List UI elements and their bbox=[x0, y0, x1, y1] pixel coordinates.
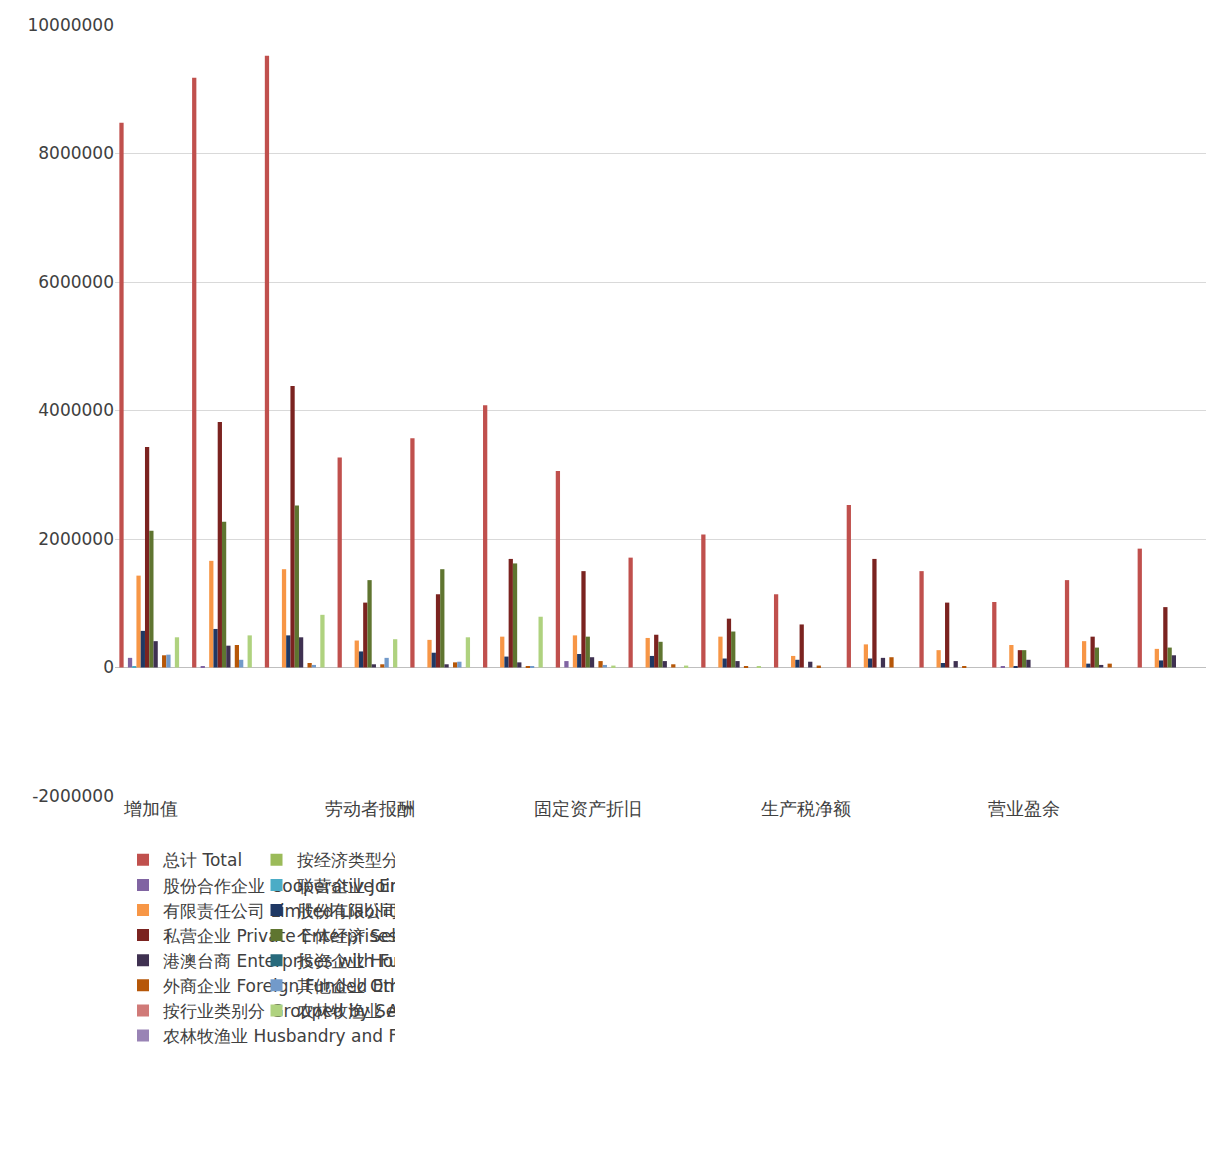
svg-text:其他企业 Other Enterprises: 其他企业 Other Enterprises bbox=[297, 976, 395, 996]
svg-text:投资企业 Hong Kong, Macao and Taiw: 投资企业 Hong Kong, Macao and Taiwan bbox=[296, 951, 395, 971]
svg-text:生产税净额: 生产税净额 bbox=[761, 798, 851, 819]
svg-text:个体经济 Self-employed Individual: 个体经济 Self-employed Individual Economy bbox=[297, 926, 395, 946]
svg-text:8000000: 8000000 bbox=[38, 143, 114, 163]
svg-text:2000000: 2000000 bbox=[38, 529, 114, 549]
svg-text:10000000: 10000000 bbox=[27, 15, 114, 35]
svg-text:-2000000: -2000000 bbox=[32, 786, 114, 806]
svg-text:6000000: 6000000 bbox=[38, 272, 114, 292]
svg-text:股份有限公司 Share-holding Corporati: 股份有限公司 Share-holding Corporations Limite… bbox=[297, 901, 395, 921]
svg-text:农林牧渔业 Agriculture,Forestry,Ani: 农林牧渔业 Agriculture,Forestry,Animal bbox=[297, 1001, 395, 1021]
svg-text:增加值: 增加值 bbox=[123, 798, 178, 819]
svg-text:总计 Total: 总计 Total bbox=[162, 850, 242, 870]
svg-text:按经济类型分 By Economic Type Groups: 按经济类型分 By Economic Type Groups bbox=[297, 850, 395, 870]
svg-text:联营企业 Joint Ownership Enterpris: 联营企业 Joint Ownership Enterprises bbox=[297, 876, 395, 896]
svg-text:固定资产折旧: 固定资产折旧 bbox=[534, 798, 642, 819]
svg-text:农林牧渔业 Husbandry and Fishery: 农林牧渔业 Husbandry and Fishery bbox=[163, 1026, 395, 1046]
svg-text:劳动者报酬: 劳动者报酬 bbox=[325, 798, 415, 819]
svg-text:0: 0 bbox=[103, 657, 114, 677]
svg-text:4000000: 4000000 bbox=[38, 400, 114, 420]
svg-text:营业盈余: 营业盈余 bbox=[988, 798, 1060, 819]
